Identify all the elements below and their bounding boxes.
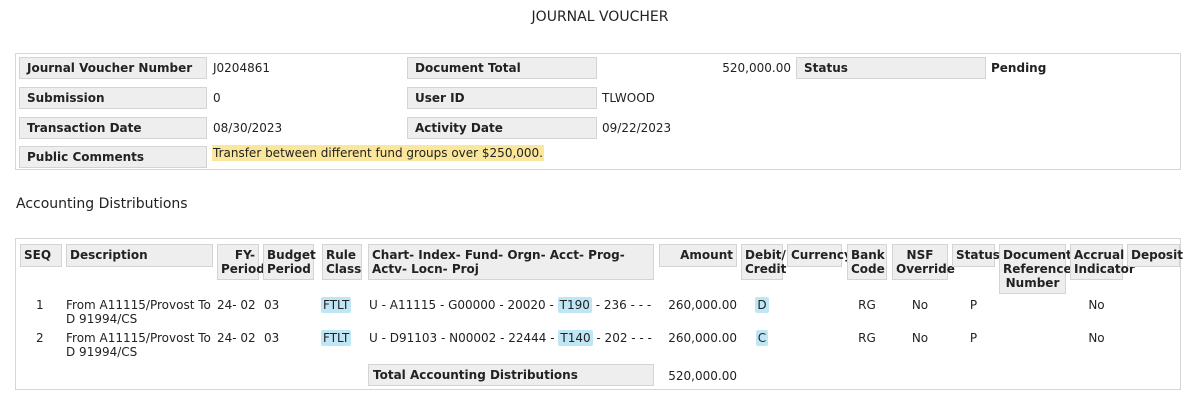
col-header-doc-ref: Document Reference Number — [999, 244, 1072, 294]
rule-class-tag: FTLT — [321, 330, 352, 346]
document-total-value: 520,000.00 — [722, 61, 791, 75]
row-fy-period: 24- 02 — [217, 331, 256, 345]
col-header-amount: Amount — [659, 244, 737, 267]
row-description: From A11115/Provost To D 91994/CS — [66, 331, 211, 359]
col-header-currency: Currency — [787, 244, 852, 267]
row-status: P — [969, 331, 978, 345]
row-rule-class: FTLT — [321, 330, 352, 346]
row-bank-code: RG — [858, 331, 876, 345]
row-coa: U - A11115 - G00000 - 20020 - T190 - 236… — [369, 297, 652, 313]
row-debit-credit: D — [741, 297, 783, 313]
row-seq: 1 — [36, 298, 44, 312]
row-accrual: No — [1088, 298, 1105, 312]
public-comments-label: Public Comments — [19, 146, 207, 168]
account-code-tag: T190 — [557, 297, 592, 313]
activity-date-value: 09/22/2023 — [602, 121, 672, 135]
col-header-fy-period: FY- Period — [217, 244, 265, 280]
row-fy-period: 24- 02 — [217, 298, 256, 312]
col-header-coa: Chart- Index- Fund- Orgn- Acct- Prog- Ac… — [368, 244, 654, 280]
col-header-description: Description — [66, 244, 213, 267]
row-seq: 2 — [36, 331, 44, 345]
row-status: P — [969, 298, 978, 312]
submission-value: 0 — [213, 91, 221, 105]
row-amount: 260,000.00 — [668, 298, 737, 312]
row-coa: U - D91103 - N00002 - 22444 - T140 - 202… — [369, 330, 652, 346]
user-id-label: User ID — [407, 87, 597, 109]
document-total-label: Document Total — [407, 57, 597, 79]
col-header-seq: SEQ — [20, 244, 62, 267]
row-nsf-override: No — [911, 331, 929, 345]
public-comments-value: Transfer between different fund groups o… — [212, 142, 544, 164]
jv-number-label: Journal Voucher Number — [19, 57, 207, 79]
col-header-status: Status — [952, 244, 1000, 267]
row-bank-code: RG — [858, 298, 876, 312]
row-budget-period: 03 — [264, 298, 280, 312]
transaction-date-value: 08/30/2023 — [213, 121, 283, 135]
debit-credit-tag: C — [755, 330, 769, 346]
jv-number-value: J0204861 — [213, 61, 270, 75]
submission-label: Submission — [19, 87, 207, 109]
row-budget-period: 03 — [264, 331, 280, 345]
voucher-header-panel — [15, 53, 1181, 170]
activity-date-label: Activity Date — [407, 117, 597, 139]
status-label: Status — [796, 57, 986, 79]
row-description: From A11115/Provost To D 91994/CS — [66, 298, 211, 326]
transaction-date-label: Transaction Date — [19, 117, 207, 139]
row-debit-credit: C — [741, 330, 783, 346]
col-header-bank-code: Bank Code — [847, 244, 887, 280]
accounting-distributions-title: Accounting Distributions — [16, 196, 188, 212]
row-nsf-override: No — [911, 298, 929, 312]
coa-suffix: - 202 - - - — [592, 331, 652, 345]
account-code-tag: T140 — [558, 330, 593, 346]
row-rule-class: FTLT — [321, 297, 352, 313]
col-header-budget-period: Budget Period — [263, 244, 316, 280]
status-value: Pending — [991, 61, 1047, 75]
coa-prefix: U - D91103 - N00002 - 22444 - — [369, 331, 559, 345]
page-title: JOURNAL VOUCHER — [531, 9, 669, 25]
col-header-debit-credit: Debit/ Credit — [741, 244, 786, 280]
row-accrual: No — [1088, 331, 1105, 345]
debit-credit-tag: D — [755, 297, 769, 313]
coa-prefix: U - A11115 - G00000 - 20020 - — [369, 298, 558, 312]
public-comments-text: Transfer between different fund groups o… — [212, 145, 544, 161]
coa-suffix: - 236 - - - — [591, 298, 652, 312]
row-amount: 260,000.00 — [668, 331, 737, 345]
total-distributions-label: Total Accounting Distributions — [368, 364, 654, 386]
col-header-deposit: Deposit — [1127, 244, 1183, 267]
rule-class-tag: FTLT — [321, 297, 352, 313]
total-distributions-amount: 520,000.00 — [668, 369, 737, 383]
distributions-panel — [15, 238, 1181, 390]
col-header-rule-class: Rule Class — [322, 244, 362, 280]
col-header-nsf-override: NSF Override — [892, 244, 955, 280]
user-id-value: TLWOOD — [602, 91, 655, 105]
col-header-accrual-indicator: Accrual Indicator — [1070, 244, 1135, 280]
